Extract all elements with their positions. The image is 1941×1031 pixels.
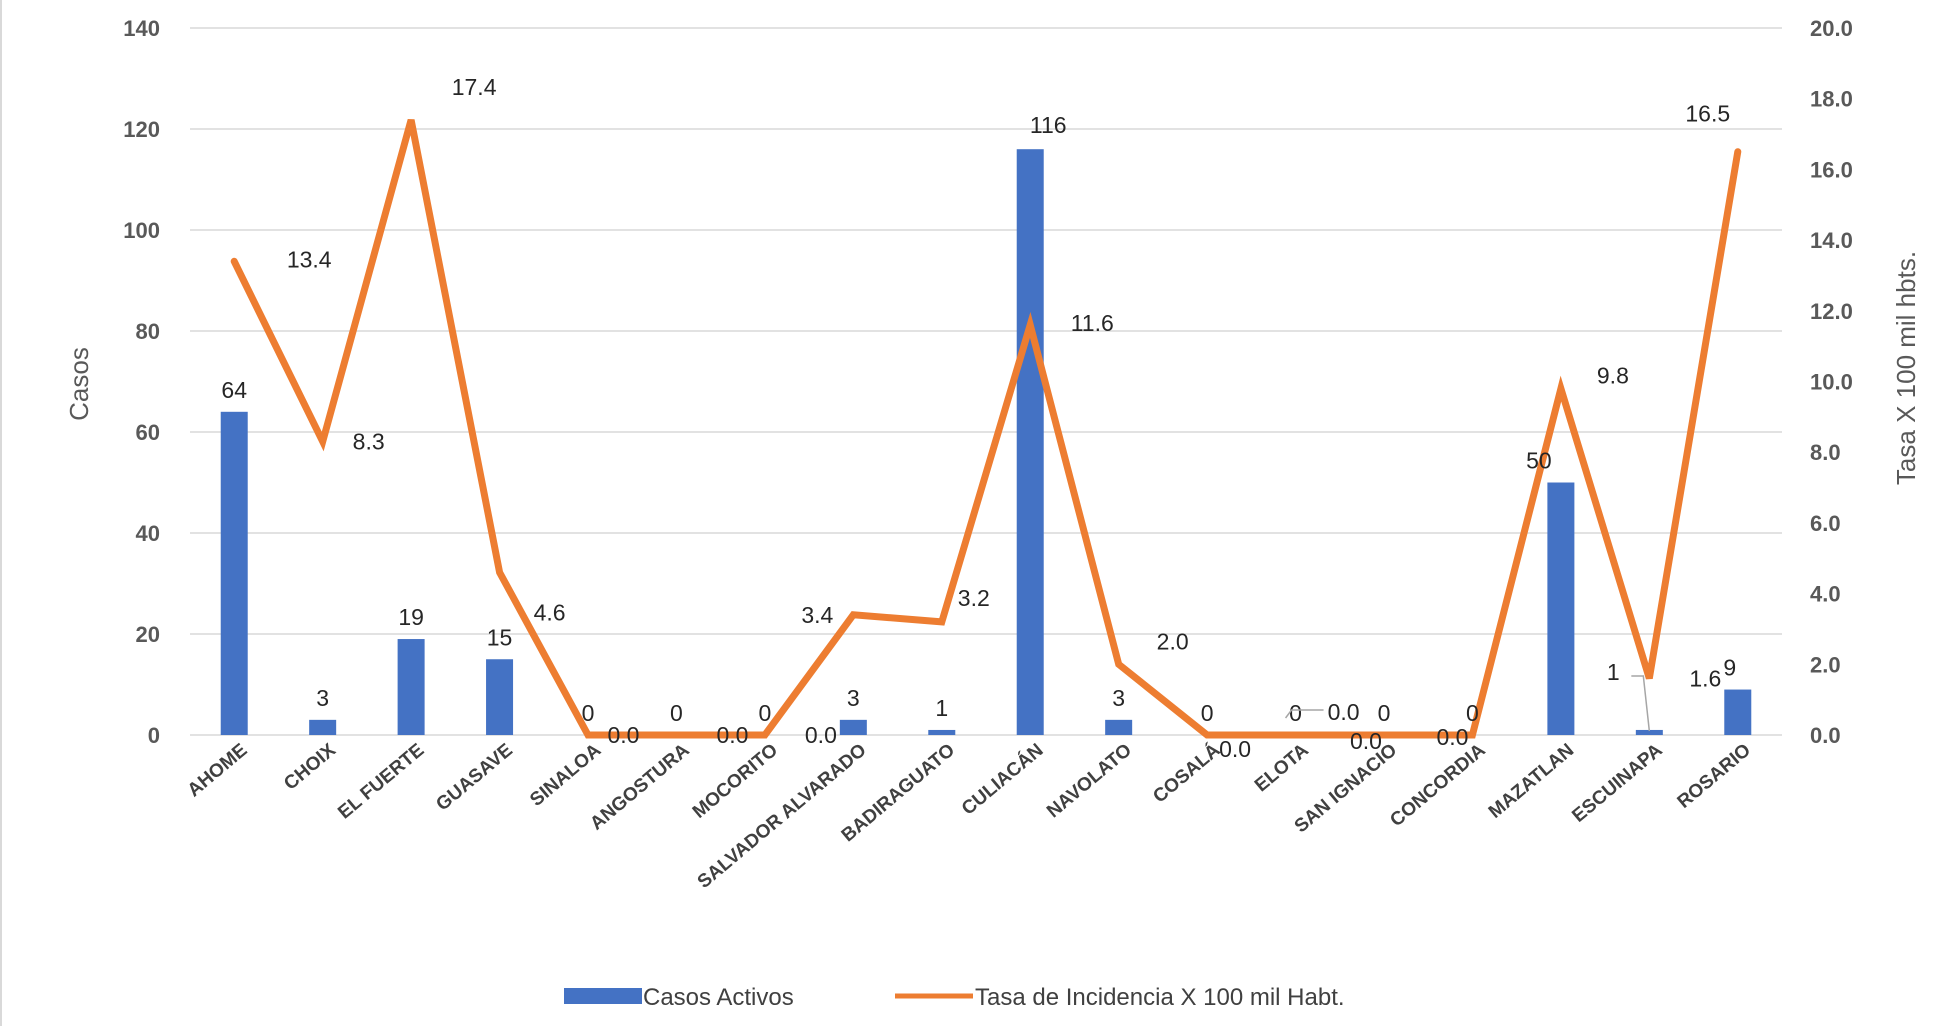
- line-series-tasa: [234, 120, 1738, 735]
- category-label: CHOIX: [280, 740, 340, 795]
- line-value-label: 0.0: [1219, 736, 1251, 762]
- bar-value-label: 0: [1378, 700, 1391, 726]
- y-right-tick-label: 0.0: [1810, 723, 1841, 748]
- line-value-label: 0.0: [1436, 724, 1468, 750]
- y-axis-right-title: Tasa X 100 mil hbts.: [1891, 251, 1921, 485]
- gridlines: [190, 28, 1782, 735]
- category-label: AHOME: [184, 740, 252, 802]
- bar: [840, 720, 867, 735]
- bar-value-label: 0: [670, 700, 683, 726]
- line-value-label: 17.4: [452, 74, 497, 100]
- line-value-label: 1.6: [1689, 665, 1721, 691]
- bar-value-label: 15: [487, 624, 513, 650]
- category-label: EL FUERTE: [334, 740, 428, 824]
- bar-value-label: 50: [1526, 448, 1552, 474]
- bar: [1547, 483, 1574, 736]
- category-label: ROSARIO: [1674, 740, 1755, 813]
- line-value-label: 2.0: [1157, 628, 1189, 654]
- bar-value-label: 3: [847, 685, 860, 711]
- bar-value-label: 0: [758, 700, 771, 726]
- bar-value-label: 3: [316, 685, 329, 711]
- bar: [309, 720, 336, 735]
- bar-value-label: 19: [398, 604, 424, 630]
- category-label: CONCORDIA: [1386, 740, 1489, 832]
- bar: [1105, 720, 1132, 735]
- bar: [1017, 149, 1044, 735]
- category-label: ESCUINAPA: [1568, 740, 1666, 827]
- legend-label-bar: Casos Activos: [643, 984, 794, 1011]
- y-left-tick-label: 60: [136, 420, 160, 445]
- line-value-label: 4.6: [534, 599, 566, 625]
- y-left-tick-label: 20: [136, 622, 160, 647]
- y-axis-right-ticks: 0.0 2.0 4.0 6.0 8.0 10.0 12.0 14.0 16.0 18.0 20.0: [1810, 16, 1853, 748]
- y-left-tick-label: 80: [136, 319, 160, 344]
- line-value-label: 8.3: [353, 429, 385, 455]
- line-value-label: 0.0: [716, 722, 748, 748]
- y-right-tick-label: 16.0: [1810, 157, 1853, 182]
- y-left-tick-label: 0: [148, 723, 160, 748]
- y-axis-left-ticks: 0 20 40 60 80 100 120 140: [123, 16, 160, 748]
- category-label: NAVOLATO: [1043, 740, 1136, 823]
- y-right-tick-label: 6.0: [1810, 511, 1841, 536]
- category-label: ELOTA: [1251, 740, 1313, 797]
- bar: [221, 412, 248, 735]
- y-right-tick-label: 2.0: [1810, 652, 1841, 677]
- line-value-label: 16.5: [1685, 101, 1730, 127]
- legend-label-line: Tasa de Incidencia X 100 mil Habt.: [975, 984, 1345, 1011]
- line-value-label: 0.0: [805, 722, 837, 748]
- bar-value-label: 3: [1112, 685, 1125, 711]
- category-label: COSALÁ: [1149, 739, 1225, 808]
- bar-value-label: 64: [221, 377, 247, 403]
- line-value-label: 3.4: [801, 602, 833, 628]
- y-right-tick-label: 12.0: [1810, 299, 1853, 324]
- y-right-tick-label: 8.0: [1810, 440, 1841, 465]
- bar-value-label: 1: [1607, 659, 1620, 685]
- bar-value-label: 1: [935, 695, 948, 721]
- category-label: CULIACÁN: [957, 739, 1047, 820]
- bar-value-label: 0: [1201, 700, 1214, 726]
- bar-series-casos-activos: [221, 149, 1752, 735]
- y-right-tick-label: 18.0: [1810, 87, 1853, 112]
- category-label: GUASAVE: [432, 740, 516, 816]
- bar: [398, 639, 425, 735]
- y-right-tick-label: 14.0: [1810, 228, 1853, 253]
- category-label: SINALOA: [526, 740, 605, 811]
- bar-value-label: 9: [1723, 655, 1736, 681]
- bar-value-label: 0: [1289, 700, 1302, 726]
- bar: [1724, 690, 1751, 735]
- bar-value-label: 0: [582, 700, 595, 726]
- leader-line: [1631, 676, 1649, 731]
- bar-value-label: 0: [1466, 700, 1479, 726]
- line-value-label: 0.0: [1328, 699, 1360, 725]
- y-left-tick-label: 100: [123, 218, 160, 243]
- y-right-tick-label: 4.0: [1810, 582, 1841, 607]
- y-right-tick-label: 20.0: [1810, 16, 1853, 41]
- legend: Casos Activos Tasa de Incidencia X 100 m…: [564, 984, 1345, 1011]
- y-left-tick-label: 140: [123, 16, 160, 41]
- category-label: MOCORITO: [689, 740, 782, 823]
- line-value-label: 0.0: [607, 722, 639, 748]
- y-left-tick-label: 120: [123, 117, 160, 142]
- tasa-line: [234, 120, 1738, 735]
- line-value-label: 9.8: [1597, 363, 1629, 389]
- bar: [928, 730, 955, 735]
- legend-swatch-bar: [564, 988, 642, 1004]
- y-right-tick-label: 10.0: [1810, 370, 1853, 395]
- bar: [486, 659, 513, 735]
- category-label: SALVADOR ALVARADO: [694, 740, 871, 893]
- category-label: MAZATLAN: [1485, 740, 1578, 823]
- line-value-label: 3.2: [958, 585, 990, 611]
- line-value-label: 13.4: [287, 246, 332, 272]
- line-value-label: 11.6: [1071, 310, 1114, 336]
- y-left-tick-label: 40: [136, 521, 160, 546]
- y-axis-left-title: Casos: [64, 347, 94, 421]
- bar-value-label: 116: [1030, 112, 1067, 138]
